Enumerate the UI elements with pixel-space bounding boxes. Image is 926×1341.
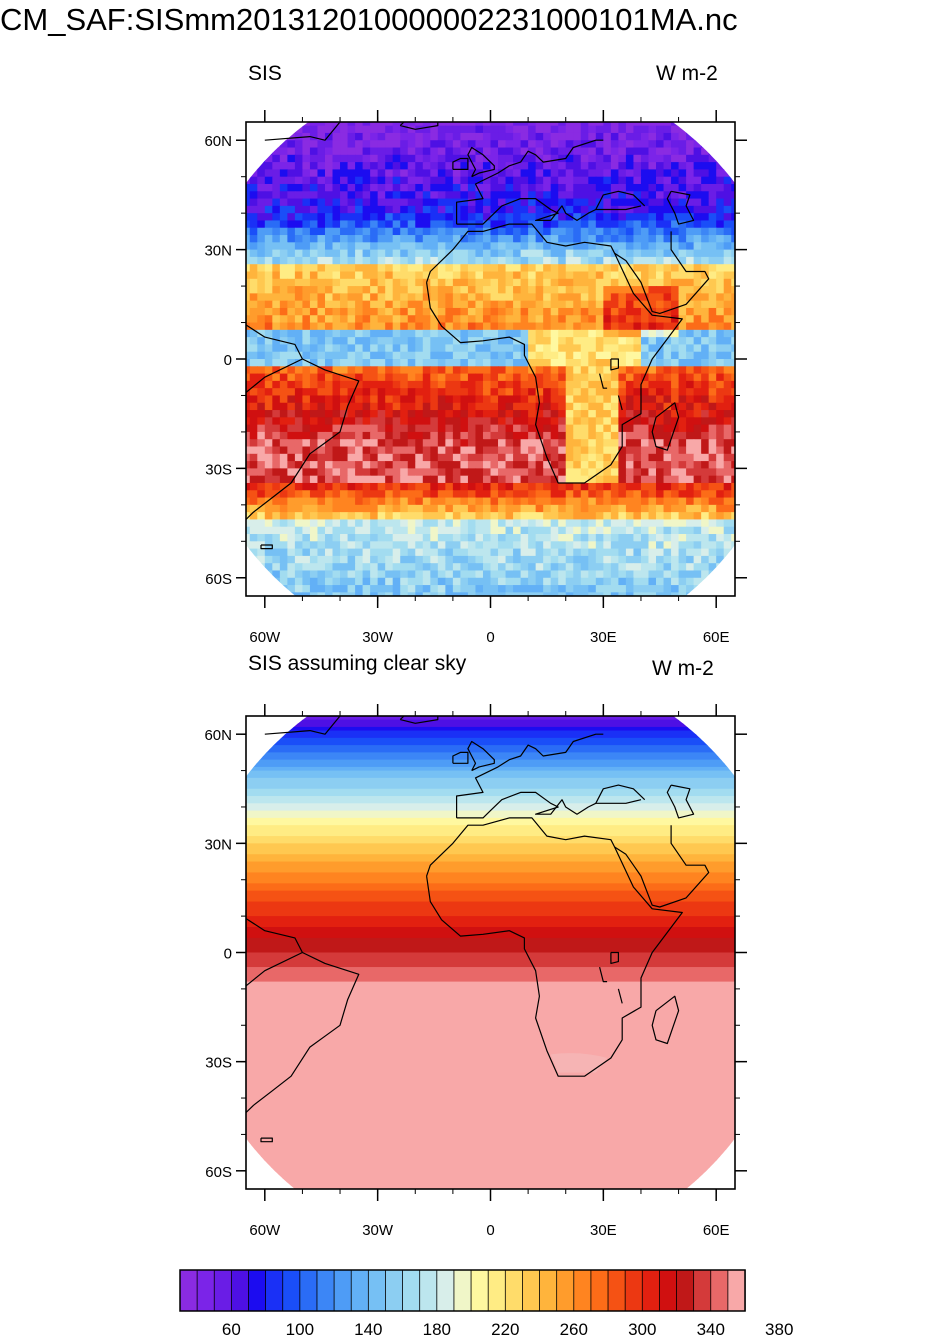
lon-tick-label: 30W	[362, 629, 394, 646]
colorbar-swatch	[248, 1269, 267, 1312]
lat-tick-label: 60S	[205, 571, 232, 588]
colorbar-swatch	[590, 1269, 609, 1312]
colorbar-swatch	[367, 1269, 387, 1312]
lat-tick-label: 60N	[204, 133, 232, 150]
lon-tick-label: 60W	[249, 1222, 281, 1239]
lon-tick-label: 0	[486, 1222, 494, 1239]
lat-tick-label: 0	[224, 352, 232, 369]
figure-title: CM_SAF:SISmm201312010000002231000101MA.n…	[0, 2, 738, 37]
colorbar-tick-label: 140	[354, 1320, 382, 1339]
coastlines	[246, 716, 710, 1143]
colorbar-swatch	[624, 1269, 643, 1312]
lat-tick-label: 60N	[204, 727, 232, 744]
colorbar-swatch	[453, 1269, 472, 1312]
data-field	[246, 716, 735, 1189]
colorbar-tick-label: 60	[222, 1320, 241, 1339]
colorbar: 60 100 140 180 220 260 300 340 380	[179, 1269, 793, 1339]
colorbar-swatch	[385, 1269, 404, 1312]
colorbar-swatch	[333, 1269, 352, 1312]
colorbar-swatch	[316, 1269, 335, 1312]
colorbar-swatch	[573, 1269, 592, 1312]
colorbar-swatch	[658, 1269, 678, 1312]
lon-tick-label: 60E	[703, 629, 730, 646]
colorbar-tick-label: 380	[765, 1320, 793, 1339]
colorbar-tick-label: 180	[423, 1320, 451, 1339]
panel-1-map: 60N 30N 0 30S 60S 60W 30W 0 30E 60E	[204, 110, 747, 646]
colorbar-swatch	[196, 1269, 215, 1312]
colorbar-swatch	[230, 1269, 250, 1312]
colorbar-swatch	[213, 1269, 233, 1312]
lat-tick-label: 0	[224, 946, 232, 963]
panel-1-units-label: W m-2	[656, 62, 718, 85]
colorbar-swatch	[727, 1269, 746, 1312]
panel-2-variable-label: SIS assuming clear sky	[248, 652, 467, 675]
lat-tick-label: 60S	[205, 1164, 232, 1181]
colorbar-tick-label: 220	[491, 1320, 519, 1339]
colorbar-swatch	[402, 1269, 421, 1312]
lon-tick-label: 0	[486, 629, 494, 646]
colorbar-swatch	[522, 1269, 541, 1312]
colorbar-swatch	[419, 1269, 438, 1312]
panel-2-map: 60N 30N 0 30S 60S 60W 30W 0 30E 60E	[204, 704, 747, 1239]
lon-tick-label: 30E	[590, 1222, 617, 1239]
coastlines	[246, 122, 710, 550]
colorbar-swatch	[350, 1269, 370, 1312]
lat-tick-label: 30S	[205, 1055, 232, 1072]
colorbar-swatch	[556, 1269, 575, 1312]
lat-tick-label: 30N	[204, 836, 232, 853]
colorbar-tick-label: 340	[697, 1320, 725, 1339]
colorbar-swatch	[470, 1269, 489, 1312]
lon-tick-label: 60W	[249, 629, 281, 646]
colorbar-tick-label: 300	[628, 1320, 656, 1339]
colorbar-swatch	[607, 1269, 626, 1312]
panel-1-variable-label: SIS	[248, 62, 282, 85]
colorbar-swatch	[693, 1269, 712, 1312]
lat-tick-label: 30N	[204, 243, 232, 260]
colorbar-swatch	[641, 1269, 661, 1312]
colorbar-swatch	[504, 1269, 524, 1312]
lon-tick-label: 60E	[703, 1222, 730, 1239]
colorbar-swatch	[265, 1269, 284, 1312]
colorbar-swatch	[710, 1269, 729, 1312]
panel-2-units-label: W m-2	[652, 657, 714, 680]
colorbar-swatch	[179, 1269, 198, 1312]
lat-tick-label: 30S	[205, 461, 232, 478]
colorbar-swatch	[436, 1269, 455, 1312]
colorbar-swatch	[282, 1269, 301, 1312]
colorbar-tick-label: 100	[286, 1320, 314, 1339]
lon-tick-label: 30E	[590, 629, 617, 646]
colorbar-tick-label: 260	[560, 1320, 588, 1339]
colorbar-swatch	[676, 1269, 695, 1312]
colorbar-swatch	[487, 1269, 507, 1312]
colorbar-swatch	[539, 1269, 558, 1312]
colorbar-swatch	[299, 1269, 318, 1312]
lon-tick-label: 30W	[362, 1222, 394, 1239]
